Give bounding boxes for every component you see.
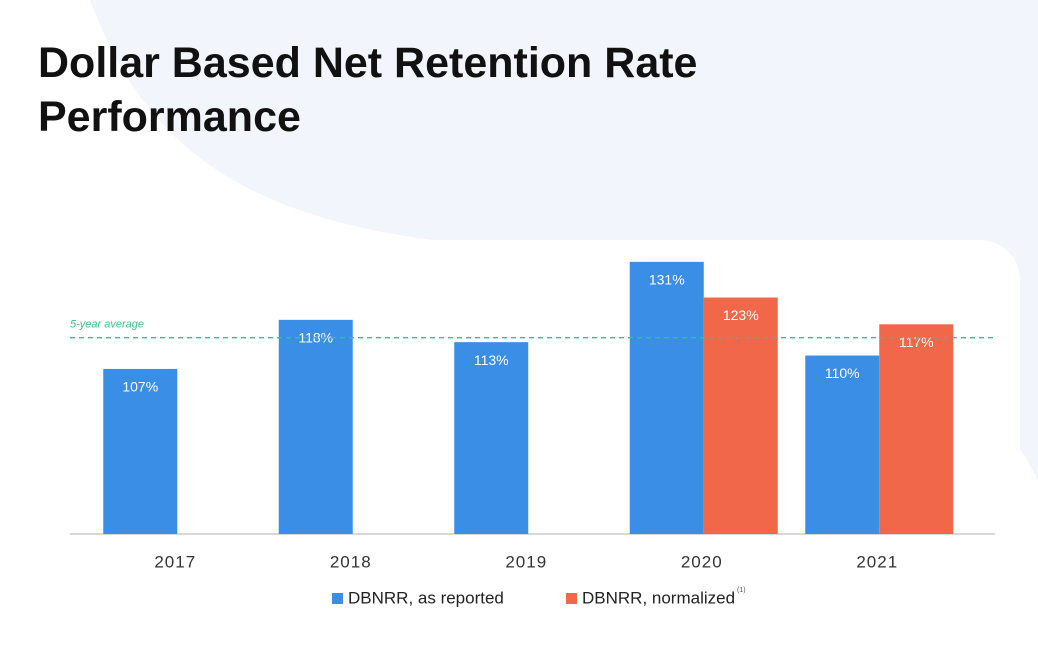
bar: [703, 297, 778, 534]
value-label: 110%: [825, 365, 860, 381]
legend-label: DBNRR, as reported: [348, 588, 504, 607]
x-tick-label: 2019: [505, 552, 547, 571]
legend-swatch: [566, 593, 577, 604]
bar: [805, 355, 880, 534]
reference-label: 5-year average: [70, 319, 144, 331]
legend-swatch: [332, 593, 343, 604]
legend-note: (1): [737, 587, 746, 594]
bar: [278, 319, 353, 534]
bar: [629, 261, 704, 534]
value-label: 107%: [122, 379, 158, 395]
value-label: 117%: [899, 334, 934, 350]
value-label: 131%: [649, 272, 685, 288]
x-tick-label: 2021: [856, 552, 898, 571]
x-tick-label: 2017: [154, 552, 196, 571]
chart-title: Dollar Based Net Retention Rate Performa…: [38, 39, 698, 141]
legend-label: DBNRR, normalized: [582, 588, 735, 607]
value-label: 113%: [474, 352, 509, 368]
x-tick-label: 2020: [681, 552, 723, 571]
title-box: Dollar Based Net Retention Rate Performa…: [38, 39, 698, 141]
bar: [879, 324, 954, 534]
legend: DBNRR, as reported DBNRR, normalized (1): [332, 587, 746, 607]
bar: [103, 368, 178, 534]
bar: [454, 342, 529, 534]
value-label: 123%: [723, 307, 759, 323]
x-tick-label: 2018: [330, 552, 372, 571]
